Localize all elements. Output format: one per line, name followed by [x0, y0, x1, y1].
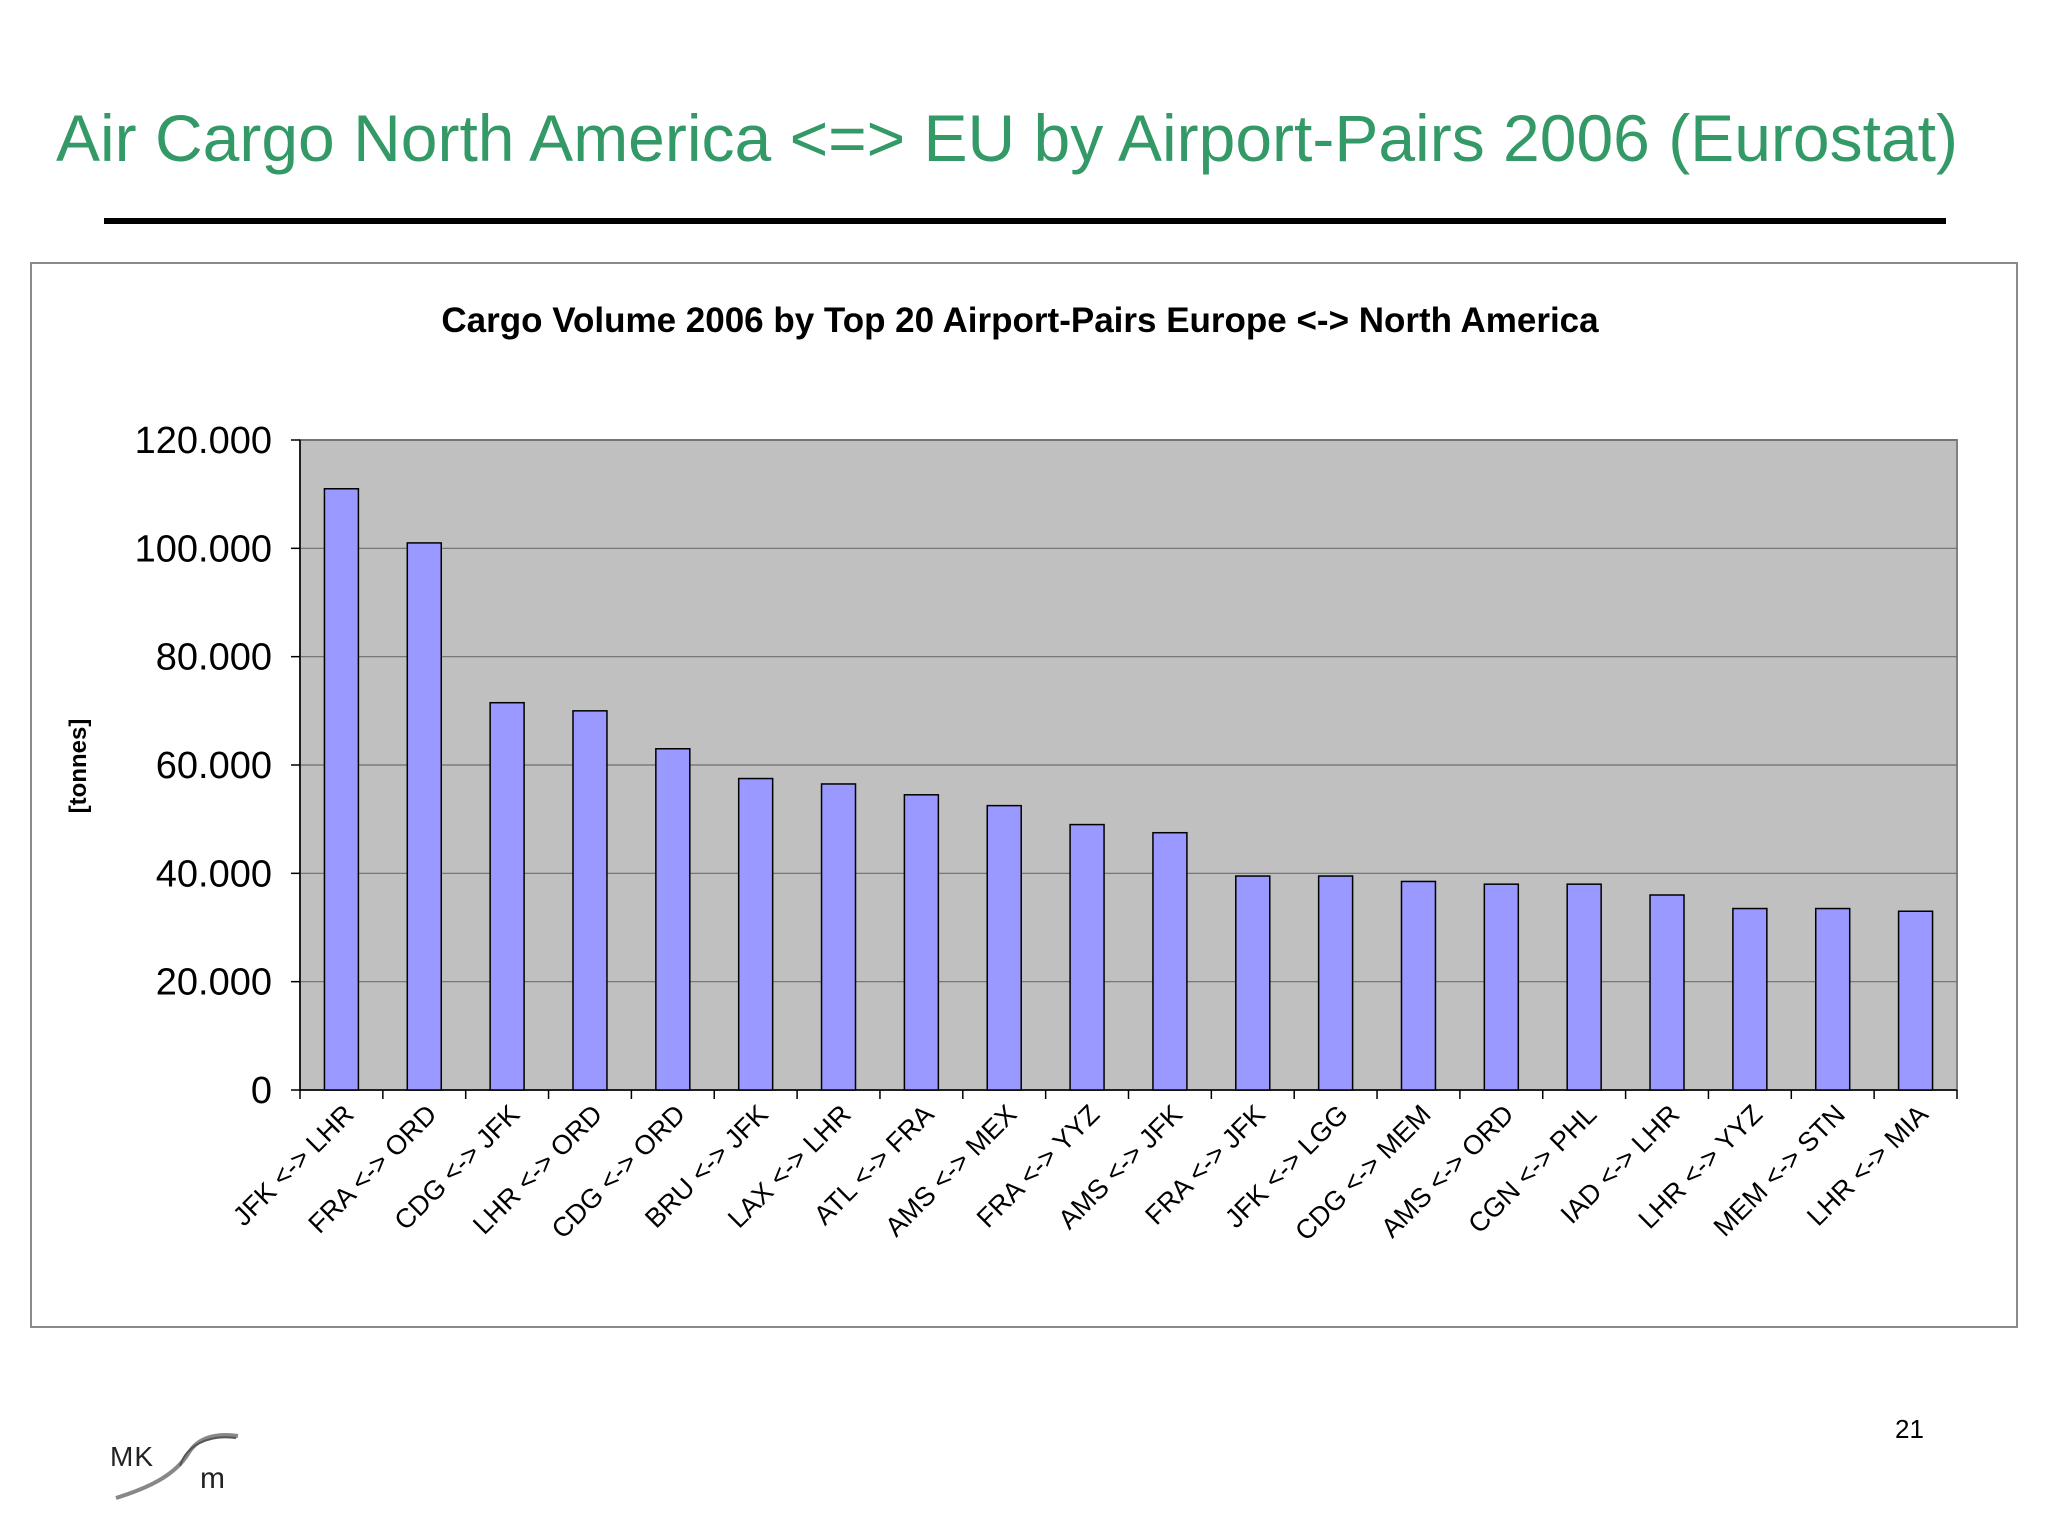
mksm-logo-icon: MK m — [110, 1433, 239, 1500]
plot-area: 020.00040.00060.00080.000100.000120.000J… — [135, 420, 1958, 1246]
bar — [1483, 883, 1520, 1091]
slide-title: Air Cargo North America <=> EU by Airpor… — [56, 101, 1958, 175]
bar — [489, 701, 525, 1091]
bar — [1317, 875, 1354, 1091]
bar — [323, 488, 360, 1091]
y-tick-label: 80.000 — [156, 637, 272, 679]
bar — [1400, 880, 1437, 1091]
y-tick-label: 20.000 — [156, 962, 272, 1004]
bar — [986, 804, 1022, 1091]
chart-title: Cargo Volume 2006 by Top 20 Airport-Pair… — [441, 301, 1599, 340]
bar — [820, 783, 857, 1091]
bar — [1732, 907, 1768, 1091]
bar — [737, 777, 774, 1091]
svg-text:m: m — [200, 1462, 225, 1495]
bar — [1566, 883, 1602, 1091]
bar — [1649, 894, 1685, 1091]
bar — [1235, 875, 1271, 1091]
bar — [903, 794, 940, 1091]
title-divider — [104, 218, 1946, 224]
bar — [406, 542, 443, 1091]
company-logo: MK m — [108, 1426, 248, 1511]
bar — [1814, 907, 1851, 1091]
y-tick-label: 120.000 — [135, 420, 272, 462]
bar — [1069, 823, 1105, 1091]
y-tick-label: 100.000 — [135, 528, 272, 570]
y-axis-label: [tonnes] — [65, 719, 92, 814]
bar — [572, 710, 608, 1091]
y-tick-label: 60.000 — [156, 745, 272, 787]
chart-frame: Cargo Volume 2006 by Top 20 Airport-Pair… — [30, 262, 2018, 1328]
bar — [1897, 910, 1934, 1091]
svg-text:MK: MK — [110, 1441, 154, 1472]
bar-chart: Cargo Volume 2006 by Top 20 Airport-Pair… — [65, 301, 1958, 1246]
y-tick-label: 0 — [251, 1070, 272, 1112]
y-tick-label: 40.000 — [156, 853, 272, 895]
page-number: 21 — [1895, 1414, 1924, 1444]
bar — [655, 748, 691, 1091]
bar — [1152, 831, 1188, 1091]
